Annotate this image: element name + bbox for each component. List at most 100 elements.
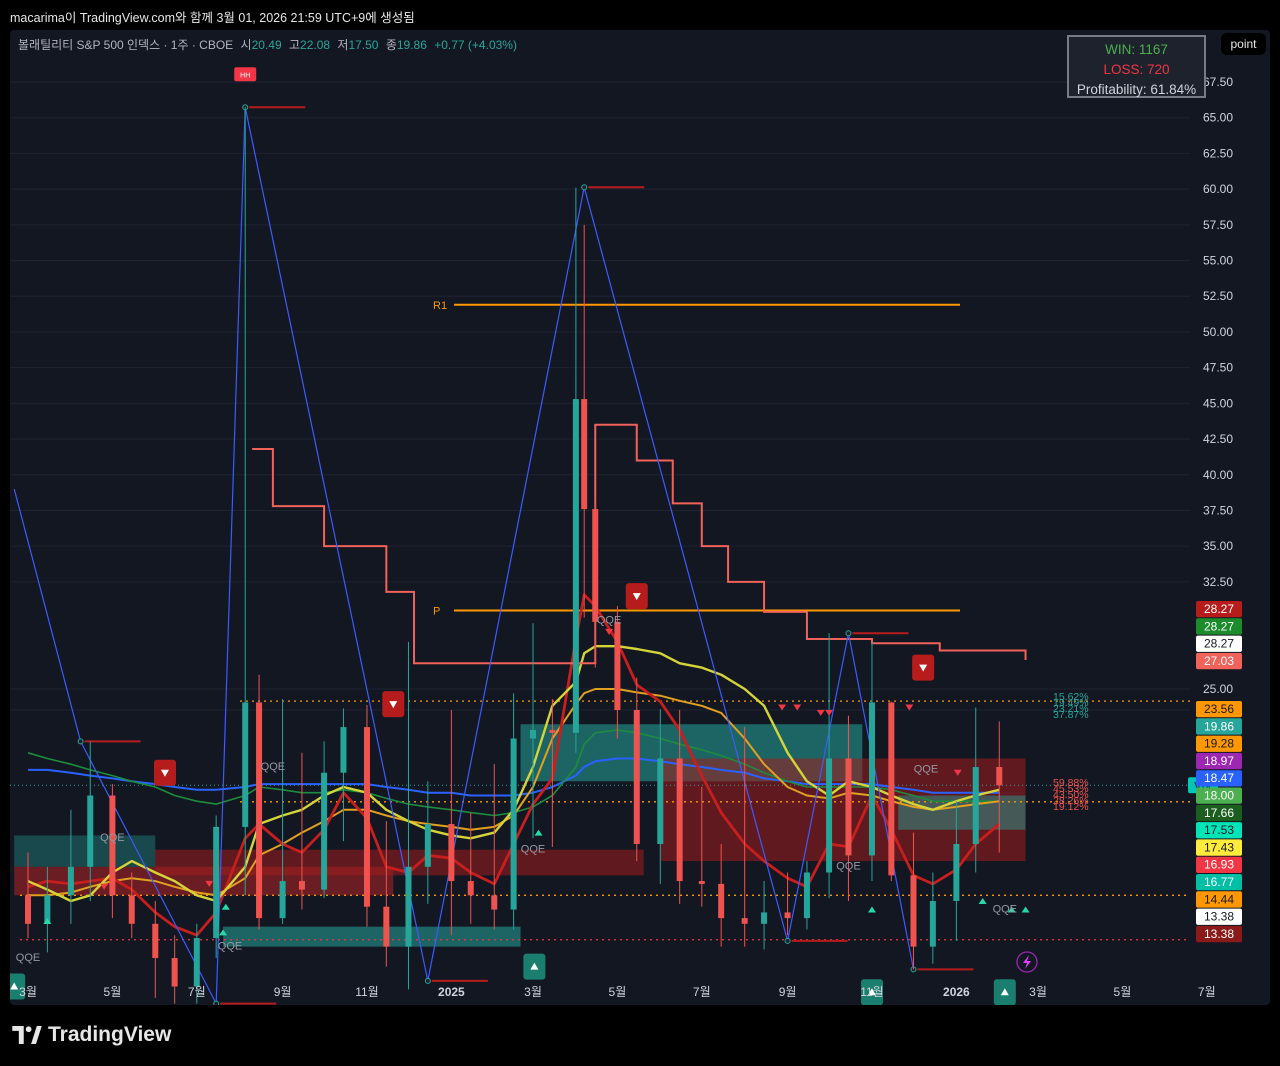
win-count: WIN: 1167 [1105,42,1168,57]
price-tag-box [1196,752,1242,770]
ema-green-line [27,729,1000,817]
price-tag-label: 28.27 [1204,637,1234,651]
trailing-stop-line [252,423,1027,665]
y-axis-tick-label: 37.50 [1203,503,1233,517]
y-axis-tick-label: 60.00 [1203,182,1233,196]
price-tag-box [1196,822,1242,839]
x-axis-tick-label: 7월 [188,985,206,999]
x-axis-tick-label: 7월 [1198,985,1216,999]
y-axis-tick-label: 40.00 [1203,468,1233,482]
candle-body [424,824,431,867]
candle-body [171,958,178,987]
y-axis-tick-label: 45.00 [1203,396,1233,410]
candle-body [592,509,599,622]
candle-body [340,727,347,773]
candle-body [803,872,810,919]
up-triangle-marker [1007,906,1016,913]
price-tag-label: 27.03 [1204,654,1234,668]
x-axis-tick-label: 3월 [524,985,542,999]
price-tag-box [1196,601,1242,618]
candle-body [826,758,833,873]
x-axis-tick-label: 7월 [693,985,711,999]
candle-body [845,758,852,856]
percent-label-green: 15.62% [1053,691,1089,703]
pivot-point-marker [581,184,588,191]
y-axis-tick-label: 50.00 [1203,325,1233,339]
x-axis-tick-label: 11월 [355,985,379,999]
hh-label-box [234,67,257,82]
percent-label-red: 59.88% [1053,777,1089,789]
chart-pane[interactable]: R1 P HH QQE QQE QQE QQE QQE QQE QQE QQE QQE 15.62% 19… [10,30,1270,1005]
y-axis-tick-label: 57.50 [1203,218,1233,232]
candle-body [549,729,556,733]
price-tag-label: 18.00 [1204,789,1234,803]
y-axis-tick-label: 42.50 [1203,432,1233,446]
candle-body [868,702,875,856]
profitability-value: Profitability: 61.84% [1076,82,1197,97]
tradingview-logo[interactable]: TradingView [12,1019,171,1051]
x-axis-tick-label: 5월 [1114,985,1132,999]
sell-arrow-icon [919,664,928,672]
open-value: 20.49 [251,38,282,52]
candle-body [383,906,390,947]
candle-body [491,895,498,910]
down-triangle-marker [778,704,787,711]
price-tag-box [1196,908,1242,925]
price-tag-label: 16.93 [1204,858,1234,872]
price-tag-box [1196,701,1242,718]
symbol-title[interactable]: 볼래틸리티 S&P 500 인덱스 · 1주 · CBOE [18,38,234,52]
x-axis-tick-label: 9월 [274,985,292,999]
price-tag-box [1196,652,1242,670]
price-tag-box [1196,891,1242,908]
qqe-label: QQE [16,952,40,964]
price-tag-box [1196,718,1242,735]
down-triangle-marker [605,628,614,635]
up-triangle-marker [534,829,543,836]
price-tag-label: 17.66 [1204,806,1234,820]
percent-label-red: 45.53% [1053,783,1089,795]
percent-label-red: 43.50% [1053,789,1089,801]
candle-body [761,912,768,924]
qqe-label: QQE [914,764,938,776]
pivot-point-marker [424,977,431,984]
down-triangle-marker [905,704,914,711]
x-axis-tick-label: 2026 [943,985,970,999]
price-chart[interactable]: R1PHHQQEQQEQQEQQEQQEQQEQQEQQEQQE15.62%19… [10,30,1270,1005]
close-label: 종 [385,38,397,52]
lightning-icon[interactable] [1016,951,1038,973]
candle-body [572,399,579,733]
loss-count: LOSS: 720 [1103,62,1170,77]
candle-body [193,938,200,987]
candle-body [888,702,895,876]
price-tag-box [1196,804,1242,822]
sell-arrow-icon [632,593,641,601]
down-triangle-marker [825,709,834,716]
pivot-point-marker [845,630,852,637]
percent-label-green: 37.87% [1053,709,1089,721]
price-tag-label: 28.27 [1204,602,1234,616]
qqe-label: QQE [993,903,1017,915]
candle-body [467,881,474,896]
candle-body [614,621,621,710]
price-tag-label: 17.53 [1204,823,1234,837]
y-axis-tick-label: 35.00 [1203,539,1233,553]
candle-body [213,826,220,939]
price-tag-label: 16.77 [1204,875,1234,889]
sell-arrow-icon [389,701,398,709]
candle-body [25,895,31,924]
candle-body [581,399,588,510]
pivot-level-label: P [433,605,440,617]
price-tag-box [1196,770,1242,787]
price-tag-label: 18.47 [1204,771,1234,785]
candle-body [633,710,640,844]
point-button[interactable]: point [1221,33,1266,55]
qqe-label: QQE [836,861,860,873]
y-axis-tick-label: 55.00 [1203,254,1233,268]
down-triangle-marker [953,769,962,776]
price-tag-label: 19.86 [1204,719,1234,733]
down-triangle-marker [205,880,214,887]
candle-body [676,758,683,882]
pivot-point-marker [77,738,84,745]
open-label: 시 [240,38,252,52]
candle-body [929,901,936,947]
